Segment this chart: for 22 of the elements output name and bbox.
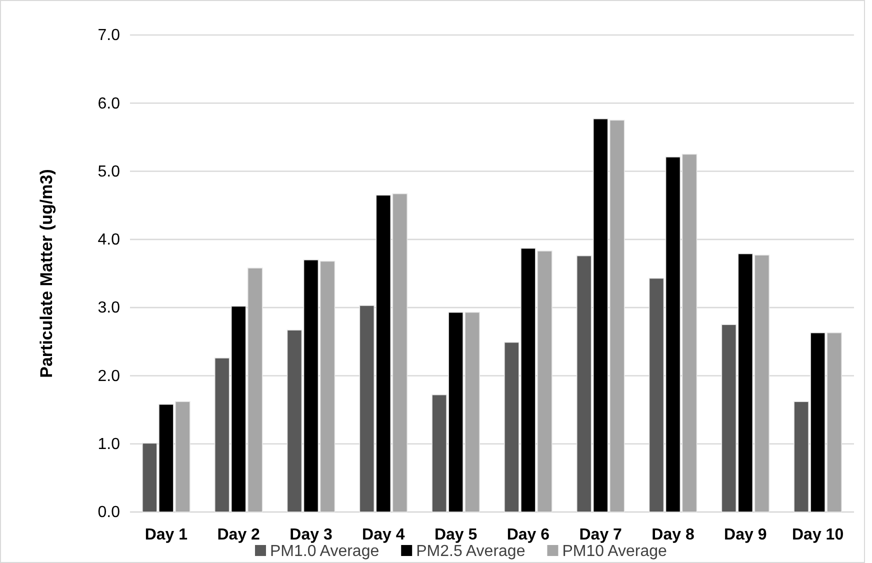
x-tick-label: Day 5 [434, 526, 478, 544]
y-tick-label: 2.0 [98, 368, 120, 385]
legend-label: PM10 Average [562, 543, 667, 560]
y-tick-label: 1.0 [98, 436, 120, 453]
x-tick-label: Day 7 [579, 526, 622, 544]
x-tick-label: Day 2 [217, 526, 260, 544]
legend-label: PM1.0 Average [270, 543, 380, 560]
x-tick-label: Day 6 [506, 526, 550, 544]
x-tick-label: Day 8 [652, 526, 694, 544]
y-axis-title: Particulate Matter (ug/m3) [37, 169, 56, 378]
x-tick-label: Day 4 [362, 526, 405, 544]
y-tick-label: 5.0 [98, 163, 120, 180]
y-tick-label: 7.0 [98, 27, 120, 44]
legend-label: PM2.5 Average [416, 543, 526, 560]
y-tick-label: 0.0 [98, 504, 120, 522]
y-tick-label: 3.0 [98, 300, 120, 317]
x-tick-label: Day 9 [724, 526, 767, 544]
y-tick-label: 6.0 [98, 95, 120, 112]
y-tick-label: 4.0 [98, 232, 120, 249]
x-tick-label: Day 3 [290, 526, 332, 544]
x-tick-label: Day 10 [792, 526, 844, 544]
x-tick-label: Day 1 [144, 526, 188, 544]
